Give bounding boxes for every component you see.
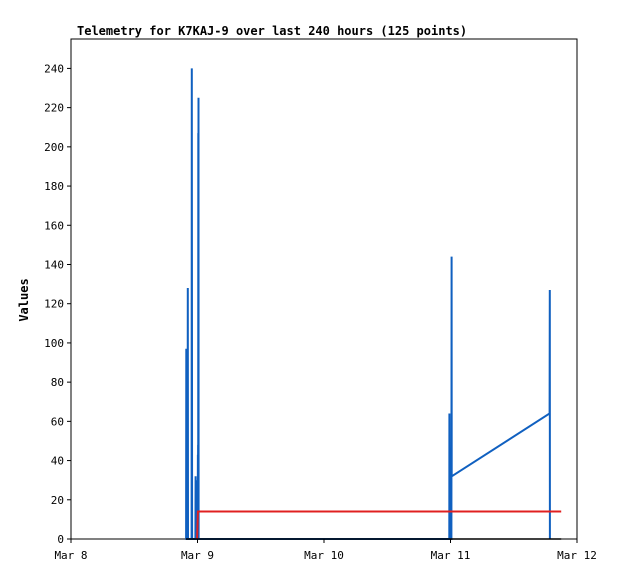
x-tick-label: Mar 9: [181, 549, 214, 562]
y-tick-label: 100: [44, 337, 64, 350]
y-tick-label: 0: [57, 533, 64, 546]
y-tick-label: 20: [51, 494, 64, 507]
y-tick-label: 60: [51, 415, 64, 428]
y-tick-label: 240: [44, 62, 64, 75]
x-tick-label: Mar 8: [54, 549, 87, 562]
y-tick-label: 180: [44, 180, 64, 193]
y-tick-label: 120: [44, 298, 64, 311]
plot-area-frame: [70, 38, 578, 540]
series-line-2: [196, 510, 562, 540]
y-tick-label: 40: [51, 455, 64, 468]
y-axis-ticks: 0 20 40 60 80 100 120 140 160 180 200 220 240: [44, 62, 71, 546]
series-layer: [185, 68, 562, 540]
x-tick-label: Mar 10: [304, 549, 344, 562]
y-tick-label: 220: [44, 102, 64, 115]
x-axis-ticks: Mar 8 Mar 9 Mar 10 Mar 11 Mar 12: [54, 539, 597, 562]
y-tick-label: 80: [51, 376, 64, 389]
chart-title: Telemetry for K7KAJ-9 over last 240 hour…: [77, 24, 468, 38]
y-tick-label: 160: [44, 219, 64, 232]
series-line-1: [185, 68, 551, 540]
y-tick-label: 200: [44, 141, 64, 154]
y-tick-label: 140: [44, 258, 64, 271]
x-tick-label: Mar 12: [557, 549, 597, 562]
x-tick-label: Mar 11: [431, 549, 471, 562]
